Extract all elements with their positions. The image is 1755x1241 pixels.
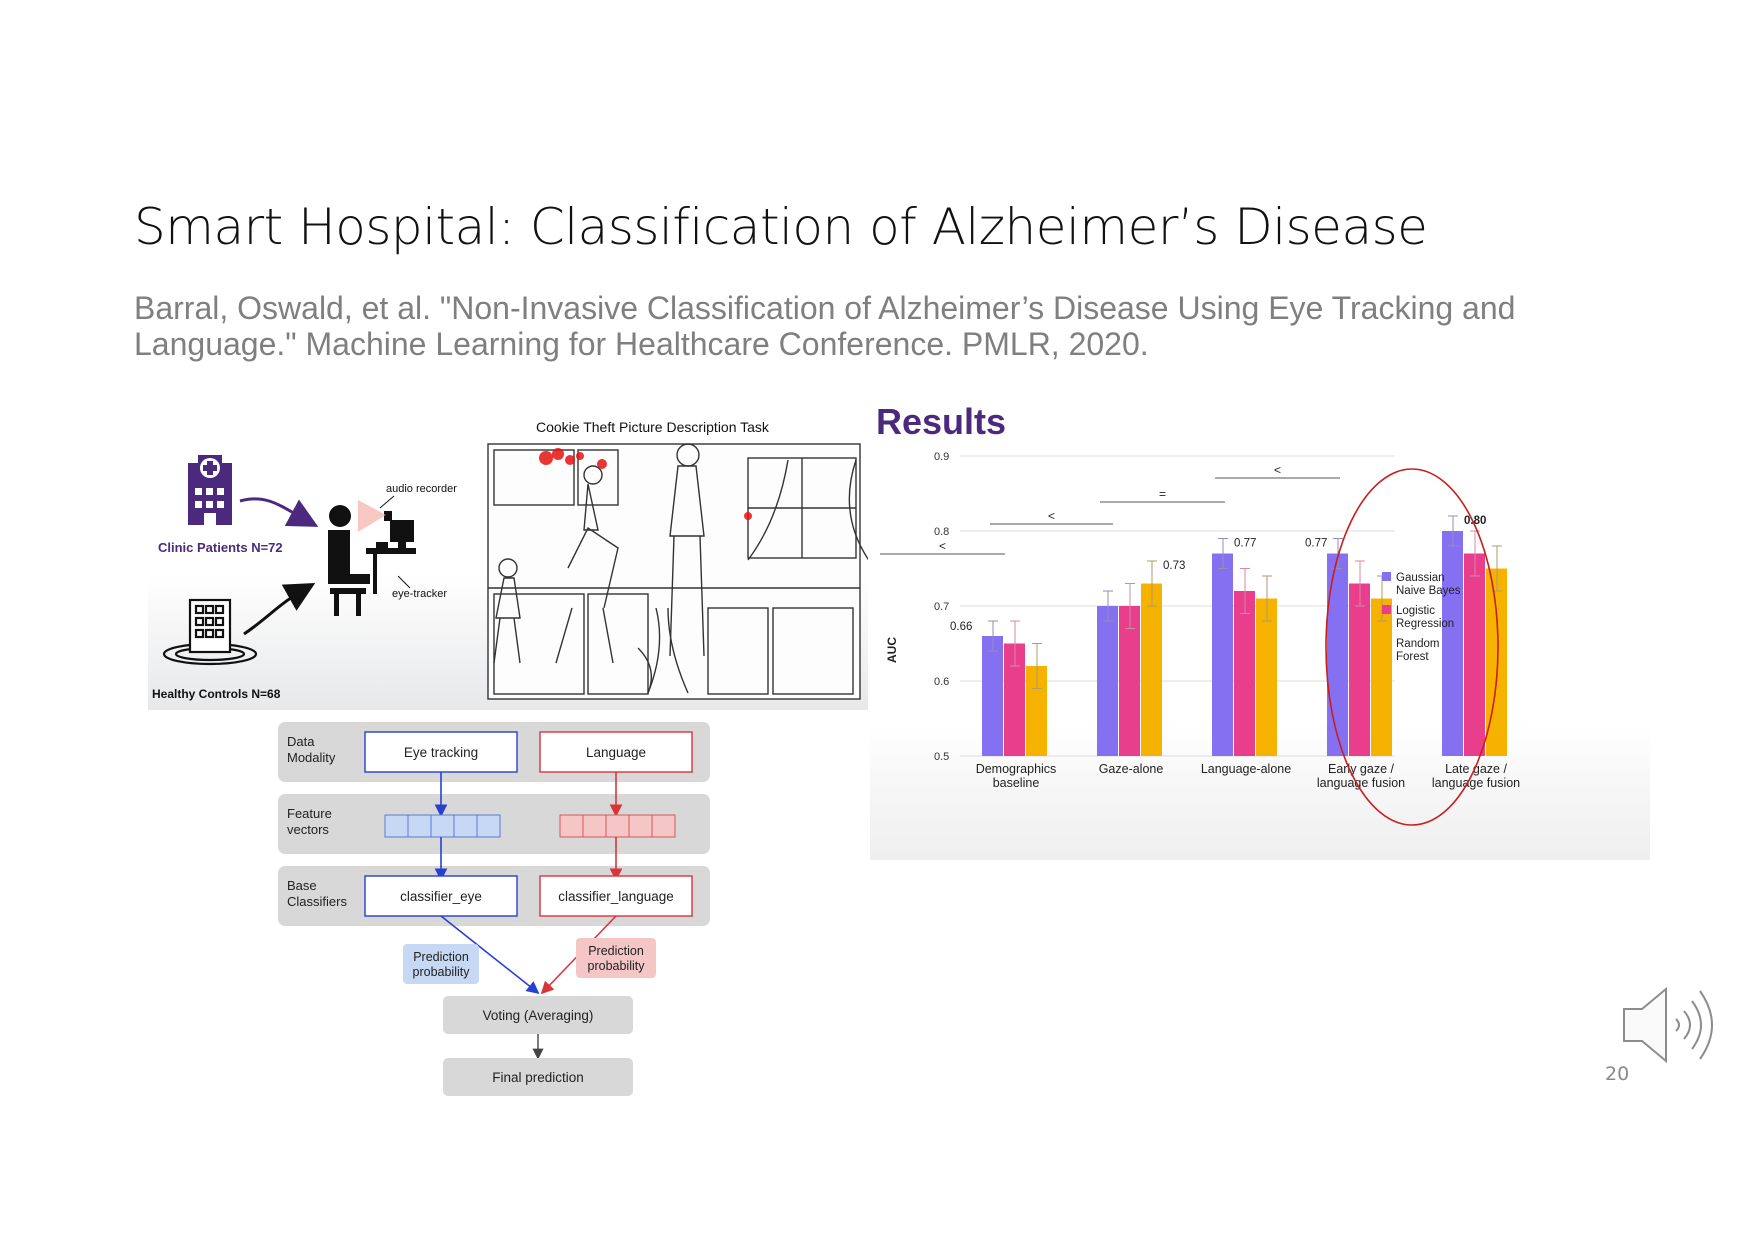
- slide-title: Smart Hospital: Classification of Alzhei…: [134, 198, 1428, 256]
- chart-title: Results: [876, 401, 1006, 442]
- bar: [1004, 643, 1025, 756]
- y-tick-label: 0.7: [934, 601, 949, 613]
- comparison-symbol: <: [1274, 463, 1281, 477]
- legend-swatch: [1382, 605, 1391, 614]
- late-fusion-highlight-circle: [1325, 468, 1499, 826]
- voting-box: [443, 996, 633, 1034]
- classifier-eye-label: classifier_eye: [400, 889, 482, 904]
- bar: [1097, 606, 1118, 756]
- x-tick-label: Late gaze / language fusion: [1432, 762, 1520, 790]
- classifier-eye-box: [364, 875, 518, 917]
- bar: [1256, 598, 1277, 756]
- voting-label: Voting (Averaging): [483, 1008, 594, 1023]
- eye-probability-box: [403, 944, 479, 984]
- eye-probability-label: Prediction probability: [413, 950, 471, 979]
- language-feature-vector: [559, 814, 676, 838]
- person-at-computer-icon: [328, 505, 416, 616]
- healthy-controls-label: Healthy Controls N=68: [152, 687, 281, 701]
- task-title: Cookie Theft Picture Description Task: [536, 419, 770, 435]
- data-label: 0.77: [1234, 538, 1256, 550]
- classifier-language-label: classifier_language: [558, 889, 674, 904]
- x-tick-label: Gaze-alone: [1099, 762, 1164, 776]
- comparison-symbol: =: [1159, 487, 1166, 501]
- language-probability-box: [576, 938, 656, 978]
- row-label-0: Data Modality: [287, 734, 336, 765]
- eye-tracking-label: Eye tracking: [404, 745, 478, 760]
- bar: [1119, 606, 1140, 756]
- comparison-symbol: <: [1048, 509, 1055, 523]
- y-tick-label: 0.6: [934, 676, 949, 688]
- eye-tracking-box: [364, 731, 518, 773]
- comparison-symbol: <: [939, 539, 946, 553]
- data-label: 0.66: [950, 621, 972, 633]
- apartment-icon: [162, 598, 258, 666]
- results-chart: Results AUC 0.9 0.8 0.7 0.6 0.5 Demographics…: [870, 400, 1650, 860]
- bar: [1464, 553, 1485, 756]
- eye-feature-vector: [384, 814, 501, 838]
- final-prediction-box: [443, 1058, 633, 1096]
- x-tick-label: Early gaze / language fusion: [1317, 762, 1405, 790]
- legend-label: Logistic Regression: [1396, 605, 1454, 630]
- pipeline-diagram: Data Modality Feature vectors Base Classifi…: [278, 722, 710, 1096]
- eye-tracker-label: eye-tracker: [392, 588, 447, 600]
- x-tick-label: Demographics baseline: [976, 762, 1057, 790]
- y-axis-label: AUC: [885, 637, 899, 663]
- citation-text: Barral, Oswald, et al. "Non-Invasive Cla…: [134, 290, 1516, 362]
- data-label: 0.80: [1464, 515, 1486, 527]
- bar: [1234, 591, 1255, 756]
- bar: [1141, 583, 1162, 756]
- data-label: 0.77: [1305, 538, 1327, 550]
- language-probability-label: Prediction probability: [588, 944, 646, 973]
- hospital-icon: [188, 455, 232, 525]
- y-tick-label: 0.5: [934, 751, 949, 763]
- legend-swatch: [1382, 638, 1391, 647]
- bar: [1371, 598, 1392, 756]
- legend-label: Gaussian Naive Bayes: [1396, 572, 1461, 597]
- cookie-theft-picture: [487, 443, 868, 700]
- clinic-patients-label: Clinic Patients N=72: [158, 540, 283, 555]
- y-tick-label: 0.9: [934, 451, 949, 463]
- x-tick-label: Language-alone: [1201, 762, 1291, 776]
- language-label: Language: [586, 745, 646, 760]
- language-box: [539, 731, 693, 773]
- y-tick-label: 0.8: [934, 526, 949, 538]
- bar: [1349, 583, 1370, 756]
- study-setup-figure: Clinic Patients N=72 audio recorder eye-…: [148, 408, 868, 710]
- legend-label: Random Forest: [1396, 638, 1439, 663]
- row-label-1: Feature vectors: [287, 806, 332, 837]
- final-prediction-label: Final prediction: [492, 1070, 584, 1085]
- row-label-2: Base Classifiers: [287, 878, 347, 909]
- bar: [1486, 568, 1507, 756]
- bar: [1212, 553, 1233, 756]
- classifier-language-box: [539, 875, 693, 917]
- audio-recorder-label: audio recorder: [386, 483, 457, 495]
- data-label: 0.73: [1163, 560, 1185, 572]
- bar: [982, 636, 1003, 756]
- bar: [1327, 553, 1348, 756]
- slide-number: 20: [1605, 1063, 1630, 1085]
- speaker-audio-icon[interactable]: [1618, 985, 1728, 1065]
- bar: [1442, 531, 1463, 756]
- legend-swatch: [1382, 572, 1391, 581]
